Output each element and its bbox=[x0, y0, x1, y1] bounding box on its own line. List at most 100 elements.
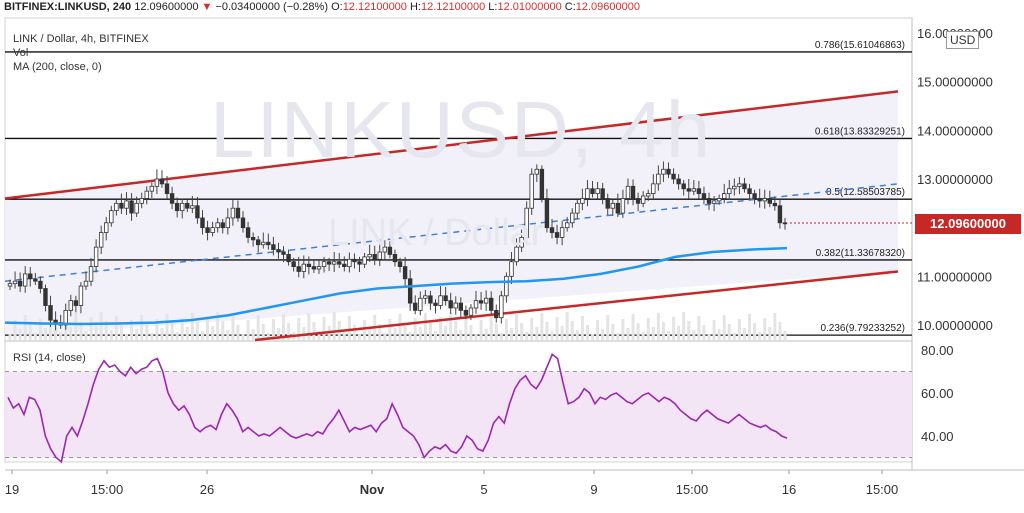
candle-body bbox=[433, 302, 438, 306]
time-axis-tick-label: 16 bbox=[782, 482, 796, 497]
candle-body bbox=[230, 207, 236, 219]
candle-body bbox=[732, 185, 737, 190]
candle-body bbox=[352, 258, 357, 263]
candle-body bbox=[311, 266, 317, 270]
candle-body bbox=[428, 295, 433, 304]
close-label: C: bbox=[564, 1, 576, 13]
volume-bar bbox=[145, 324, 149, 340]
candle-body bbox=[372, 254, 377, 260]
candle-body bbox=[483, 297, 489, 304]
volume-bar bbox=[636, 323, 640, 340]
volume-bar bbox=[712, 320, 716, 340]
volume-bar bbox=[504, 319, 508, 340]
candle-body bbox=[250, 236, 256, 241]
watermark-description: LINK / Dollar bbox=[328, 212, 544, 254]
candle-body bbox=[387, 246, 393, 255]
currency-label[interactable]: USD bbox=[946, 31, 980, 49]
volume-bar bbox=[439, 317, 443, 340]
candle-body bbox=[727, 188, 732, 195]
volume-bar bbox=[428, 322, 432, 340]
volume-bar bbox=[119, 325, 123, 340]
price-axis-tick-label: 11.00000000 bbox=[917, 269, 992, 284]
volume-bar bbox=[332, 312, 336, 340]
volume-bar bbox=[666, 331, 670, 340]
volume-bar bbox=[494, 324, 498, 340]
candle-body bbox=[448, 300, 453, 309]
time-axis-tick-label: 26 bbox=[200, 482, 214, 497]
volume-bar bbox=[707, 334, 711, 340]
volume-bar bbox=[479, 320, 483, 340]
volume-bar bbox=[403, 323, 407, 340]
symbol-header: BITFINEX:LINKUSD, 240 12.09600000 ▼ −0.0… bbox=[4, 1, 640, 13]
volume-bar bbox=[748, 314, 752, 340]
symbol-name: BITFINEX:LINKUSD, 240 bbox=[4, 1, 132, 13]
volume-bar bbox=[368, 329, 372, 340]
volume-bar bbox=[23, 315, 27, 340]
volume-bar bbox=[150, 333, 154, 340]
candle-body bbox=[413, 302, 418, 311]
volume-bar bbox=[266, 333, 270, 340]
volume-bar bbox=[226, 330, 230, 340]
candle-body bbox=[261, 241, 266, 246]
candle-body bbox=[306, 263, 312, 267]
price-axis-tick-label: 14.00000000 bbox=[917, 123, 993, 138]
volume-bar bbox=[200, 331, 204, 340]
rsi-indicator-label[interactable]: RSI (14, close) bbox=[13, 352, 86, 364]
ma-indicator-label[interactable]: MA (200, close, 0) bbox=[13, 61, 102, 73]
volume-bar bbox=[591, 334, 595, 340]
candle-body bbox=[48, 305, 53, 321]
ma-200-line bbox=[4, 246, 788, 326]
volume-indicator-label[interactable]: Vol bbox=[13, 47, 29, 59]
volume-bar bbox=[287, 323, 291, 340]
candle-body bbox=[245, 227, 251, 238]
candle-body bbox=[468, 307, 474, 316]
candle-body bbox=[453, 302, 458, 309]
volume-bar bbox=[59, 332, 63, 340]
volume-bar bbox=[687, 321, 691, 340]
volume-bar bbox=[180, 318, 184, 340]
candle-body bbox=[580, 198, 585, 204]
volume-bar bbox=[509, 328, 513, 340]
candle-body bbox=[53, 319, 58, 323]
volume-bar bbox=[175, 332, 179, 340]
fib-level-label: 0.786(15.61046863) bbox=[815, 40, 905, 51]
candle-body bbox=[271, 244, 276, 250]
candle-body bbox=[605, 198, 610, 209]
candle-body bbox=[716, 198, 722, 202]
volume-bar bbox=[363, 320, 367, 340]
volume-bar bbox=[702, 325, 706, 340]
candle-body bbox=[777, 205, 783, 224]
candle-body bbox=[564, 222, 570, 229]
candle-body bbox=[367, 254, 372, 258]
volume-bar bbox=[216, 312, 220, 340]
volume-bar bbox=[540, 313, 544, 340]
volume-bar bbox=[388, 319, 392, 340]
fib-level-label: 0.618(13.83329251) bbox=[815, 126, 905, 137]
candle-body bbox=[438, 295, 443, 306]
candle-body bbox=[357, 261, 362, 265]
open-label: O: bbox=[331, 1, 343, 13]
candle-body bbox=[205, 227, 210, 233]
candle-body bbox=[478, 300, 484, 304]
volume-bar bbox=[449, 312, 453, 340]
candle-body bbox=[185, 202, 190, 209]
candle-body bbox=[554, 232, 560, 238]
volume-bar bbox=[692, 330, 696, 340]
volume-bar bbox=[520, 323, 524, 340]
candle-body bbox=[681, 183, 686, 190]
candle-body bbox=[549, 227, 555, 233]
volume-bar bbox=[555, 317, 559, 340]
close-value: 12.09600000 bbox=[575, 1, 640, 13]
candle-body bbox=[575, 202, 580, 214]
chart-title: LINK / Dollar, 4h, BITFINEX bbox=[13, 33, 149, 45]
volume-bar bbox=[54, 323, 58, 340]
rsi-axis-tick-label: 40.00 bbox=[921, 429, 954, 444]
volume-bar bbox=[74, 313, 78, 340]
candle-body bbox=[235, 207, 241, 219]
volume-bar bbox=[322, 317, 326, 340]
time-axis-tick-label: 15:00 bbox=[866, 482, 899, 497]
volume-bar bbox=[185, 327, 189, 340]
volume-bar bbox=[682, 312, 686, 340]
